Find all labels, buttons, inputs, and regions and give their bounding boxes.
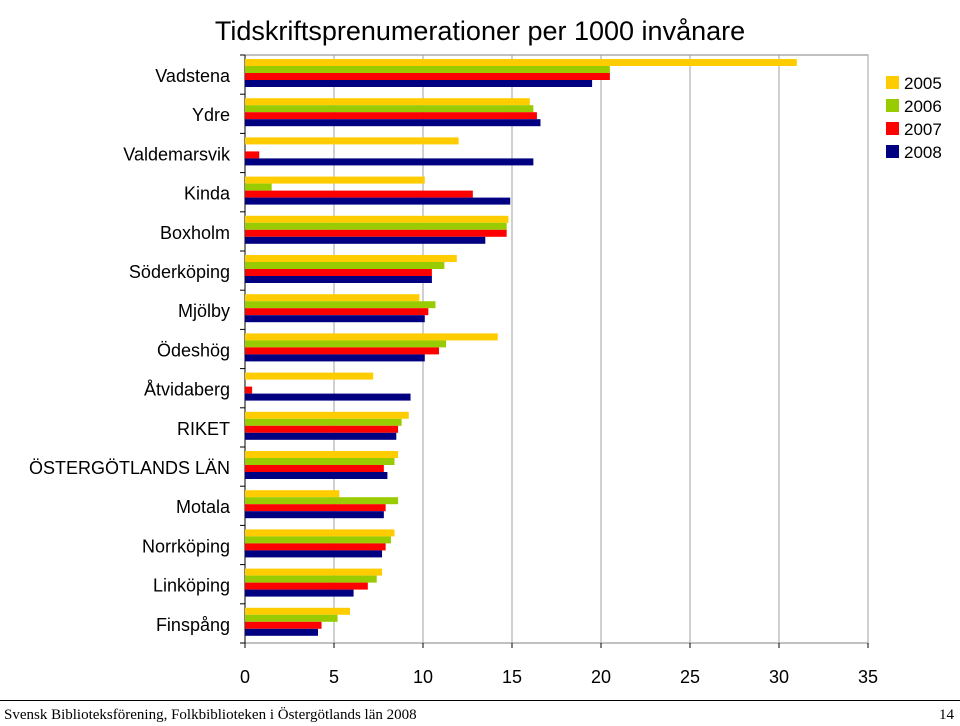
bar-2006 [245,497,399,505]
bar-2005 [245,411,409,419]
bar-2008 [245,472,388,479]
bar-2007 [245,229,507,237]
bar-2008 [245,511,384,519]
bar-2005 [245,215,509,223]
bar-2005 [245,372,374,380]
category-label: Söderköping [129,262,230,282]
bar-2008 [245,119,541,127]
bar-2008 [245,393,411,401]
bar-2005 [245,607,351,615]
bar-2007 [245,112,537,120]
bar-2006 [245,458,395,465]
x-tick-label: 20 [591,667,611,687]
bar-2005 [245,333,498,341]
legend-swatch [886,76,899,89]
bar-2008 [245,354,425,362]
bar-2006 [245,536,391,544]
bar-2007 [245,582,368,590]
category-label: Kinda [184,184,231,204]
bar-2005 [245,176,425,184]
page-number: 14 [939,707,954,723]
chart: Tidskriftsprenumerationer per 1000 invån… [29,16,942,687]
legend-label: 2006 [904,97,942,116]
category-label: ÖSTERGÖTLANDS LÄN [29,458,230,478]
bar-2005 [245,98,530,106]
bar-2008 [245,197,511,205]
x-tick-label: 25 [680,667,700,687]
bar-2005 [245,137,459,145]
bar-2007 [245,73,610,80]
bar-2008 [245,158,534,166]
bar-2006 [245,262,445,269]
bar-2005 [245,294,420,302]
legend-swatch [886,145,899,158]
bar-2006 [245,575,377,583]
category-label: Motala [176,497,231,517]
category-label: Boxholm [160,223,230,243]
bar-2008 [245,276,432,283]
bar-2007 [245,269,432,276]
bar-2005 [245,255,457,262]
bar-2008 [245,432,397,440]
bar-2006 [245,105,534,113]
bar-2005 [245,490,340,498]
category-label: Norrköping [142,536,230,556]
footer: Svensk Biblioteksförening, Folkbibliotek… [0,700,960,726]
bar-2008 [245,80,593,87]
bar-2007 [245,425,399,433]
bar-2007 [245,386,253,394]
bar-2006 [245,222,507,230]
legend-label: 2008 [904,143,942,162]
category-label: Ödeshög [157,340,230,360]
bar-2005 [245,59,797,66]
category-label: Valdemarsvik [123,144,231,164]
category-label: Finspång [156,615,230,635]
category-label: Vadstena [155,66,231,86]
bar-2007 [245,504,386,512]
bar-2008 [245,589,354,597]
bar-2007 [245,151,260,159]
category-label: Åtvidaberg [144,380,230,400]
chart-svg: Tidskriftsprenumerationer per 1000 invån… [29,16,942,687]
bar-2008 [245,628,318,636]
bar-2005 [245,568,383,576]
legend-label: 2005 [904,74,942,93]
bar-2005 [245,451,399,458]
bar-2007 [245,543,386,551]
x-tick-label: 30 [769,667,789,687]
bar-2007 [245,308,429,316]
legend-label: 2007 [904,120,942,139]
bar-2006 [245,66,610,73]
bar-2008 [245,550,383,558]
bar-2007 [245,465,384,472]
category-label: Mjölby [178,301,230,321]
x-tick-label: 5 [329,667,339,687]
bar-2005 [245,529,395,537]
category-label: RIKET [177,419,230,439]
bar-2008 [245,236,486,244]
x-tick-label: 35 [858,667,878,687]
legend-swatch [886,122,899,135]
bar-2006 [245,301,436,309]
category-label: Linköping [153,576,230,596]
footer-text: Svensk Biblioteksförening, Folkbibliotek… [4,707,417,723]
x-tick-label: 10 [413,667,433,687]
bar-2007 [245,347,440,355]
bar-2007 [245,621,322,629]
bar-2007 [245,190,473,198]
bar-2006 [245,614,338,622]
chart-title: Tidskriftsprenumerationer per 1000 invån… [215,16,745,46]
bar-2006 [245,418,402,426]
legend-swatch [886,99,899,112]
bar-2008 [245,315,425,323]
x-tick-label: 0 [240,667,250,687]
x-tick-label: 15 [502,667,522,687]
bar-2006 [245,183,272,191]
category-label: Ydre [192,105,230,125]
bar-2006 [245,340,447,348]
